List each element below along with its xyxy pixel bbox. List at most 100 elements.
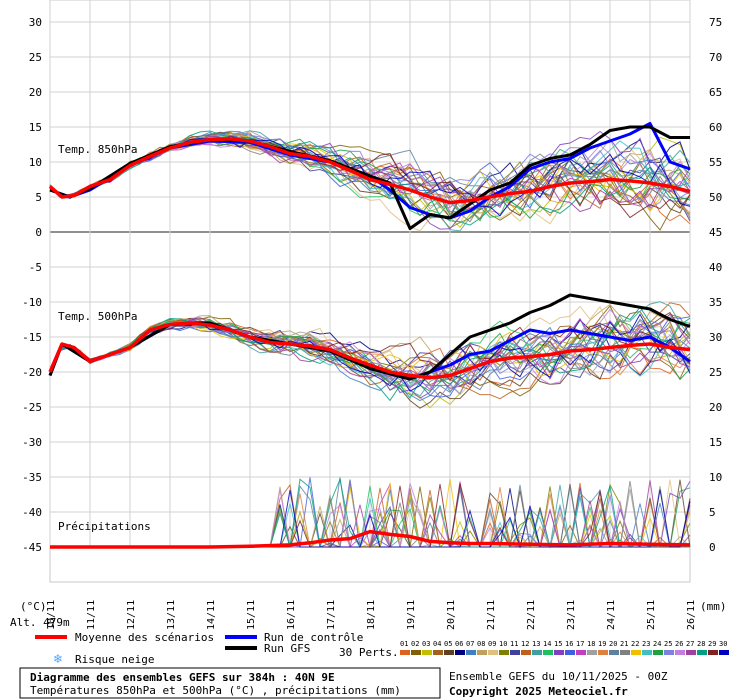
- y-right-tick-label: 60: [709, 121, 722, 134]
- altitude-label: Alt. 479m: [10, 616, 70, 629]
- pert-number-label: 23: [642, 640, 650, 648]
- pert-color-swatch: [510, 650, 520, 655]
- y-left-tick-label: 15: [29, 121, 42, 134]
- y-left-tick-label: -30: [22, 436, 42, 449]
- pert-color-swatch: [664, 650, 674, 655]
- y-right-tick-label: 5: [709, 506, 716, 519]
- x-tick-label: 16/11: [286, 600, 297, 630]
- y-right-tick-label: 65: [709, 86, 722, 99]
- y-right-tick-label: 75: [709, 16, 722, 29]
- pert-color-swatch: [631, 650, 641, 655]
- x-tick-label: 22/11: [526, 600, 537, 630]
- pert-number-label: 03: [422, 640, 430, 648]
- y-right-tick-label: 10: [709, 471, 722, 484]
- perturbation-line: [49, 306, 691, 402]
- y-left-tick-label: 10: [29, 156, 42, 169]
- pert-number-label: 12: [521, 640, 529, 648]
- perturbation-legend: 01 02 03 04 05 06 07 08 09 10 11 12 13 14 15 16 17 18 19 20…: [400, 640, 729, 655]
- pert-number-label: 29: [708, 640, 716, 648]
- pert-color-swatch: [708, 650, 718, 655]
- x-tick-label: 24/11: [606, 600, 617, 630]
- perturbation-line: [49, 135, 691, 209]
- pert-color-swatch: [488, 650, 498, 655]
- pert-color-swatch: [466, 650, 476, 655]
- pert-color-swatch: [697, 650, 707, 655]
- y-left-tick-label: 20: [29, 86, 42, 99]
- info-subtitle: Températures 850hPa et 500hPa (°C) , pré…: [30, 684, 401, 697]
- pert-color-swatch: [444, 650, 454, 655]
- pert-number-label: 01: [400, 640, 408, 648]
- pert-color-swatch: [598, 650, 608, 655]
- pert-color-swatch: [675, 650, 685, 655]
- x-tick-label: 15/11: [246, 600, 257, 630]
- y-right-tick-label: 15: [709, 436, 722, 449]
- pert-number-label: 04: [433, 640, 441, 648]
- pert-color-swatch: [521, 650, 531, 655]
- mean-t850-line: [48, 137, 691, 205]
- y-right-tick-label: 35: [709, 296, 722, 309]
- pert-number-label: 27: [686, 640, 694, 648]
- x-tick-label: 14/11: [206, 600, 217, 630]
- x-tick-label: 11/11: [86, 600, 97, 630]
- y-left-axis: 30 25 20 15 10 5 0 -5 -10 -15 -20 -25 -30 -35 -40 -45: [22, 16, 42, 554]
- pert-number-label: 05: [444, 640, 452, 648]
- pert-number-label: 02: [411, 640, 419, 648]
- y-right-tick-label: 70: [709, 51, 722, 64]
- legend-mean-label: Moyenne des scénarios: [75, 631, 214, 644]
- info-box: [19, 667, 441, 699]
- snowflake-icon: ❄: [53, 652, 63, 666]
- y-left-tick-label: -5: [29, 261, 42, 274]
- y-right-tick-label: 0: [709, 541, 716, 554]
- t850-panel-label: Temp. 850hPa: [58, 143, 137, 156]
- pert-color-swatch: [587, 650, 597, 655]
- y-left-tick-label: 25: [29, 51, 42, 64]
- pert-color-swatch: [477, 650, 487, 655]
- pert-number-label: 14: [543, 640, 551, 648]
- y-right-unit: (mm): [700, 600, 727, 613]
- pert-number-label: 22: [631, 640, 639, 648]
- y-right-tick-label: 20: [709, 401, 722, 414]
- t500-panel-label: Temp. 500hPa: [58, 310, 137, 323]
- pert-number-label: 18: [587, 640, 595, 648]
- info-title: Diagramme des ensembles GEFS sur 384h : …: [30, 671, 335, 684]
- pert-number-label: 07: [466, 640, 474, 648]
- pert-number-label: 16: [565, 640, 573, 648]
- x-tick-label: 26/11: [686, 600, 697, 630]
- pert-number-label: 06: [455, 640, 463, 648]
- ensemble-run-label: Ensemble GEFS du 10/11/2025 - 00Z: [449, 670, 668, 683]
- pert-color-swatch: [433, 650, 443, 655]
- pert-color-swatch: [565, 650, 575, 655]
- y-right-tick-label: 40: [709, 261, 722, 274]
- pert-color-swatch: [576, 650, 586, 655]
- pert-number-label: 10: [499, 640, 507, 648]
- y-right-tick-label: 30: [709, 331, 722, 344]
- x-tick-label: 25/11: [646, 600, 657, 630]
- main-series-lines: [48, 122, 691, 549]
- grid: [49, 0, 691, 583]
- y-left-tick-label: 30: [29, 16, 42, 29]
- y-right-tick-label: 55: [709, 156, 722, 169]
- x-tick-label: 18/11: [366, 600, 377, 630]
- pert-color-swatch: [411, 650, 421, 655]
- y-left-unit: (°C): [20, 600, 47, 613]
- pert-number-label: 11: [510, 640, 518, 648]
- y-left-tick-label: -15: [22, 331, 42, 344]
- legend-gfs-label: Run GFS: [264, 642, 310, 655]
- legend-control-label: Run de contrôle: [264, 631, 363, 644]
- pert-number-label: 19: [598, 640, 606, 648]
- y-left-tick-label: -20: [22, 366, 42, 379]
- y-left-tick-label: -25: [22, 401, 42, 414]
- x-tick-label: 21/11: [486, 600, 497, 630]
- y-left-tick-label: 5: [35, 191, 42, 204]
- pert-color-swatch: [719, 650, 729, 655]
- precip-panel-label: Précipitations: [58, 520, 151, 533]
- x-tick-label: 17/11: [326, 600, 337, 630]
- pert-number-label: 09: [488, 640, 496, 648]
- pert-color-swatch: [400, 650, 410, 655]
- y-left-tick-label: -10: [22, 296, 42, 309]
- pert-color-swatch: [686, 650, 696, 655]
- pert-color-swatch: [532, 650, 542, 655]
- pert-number-label: 17: [576, 640, 584, 648]
